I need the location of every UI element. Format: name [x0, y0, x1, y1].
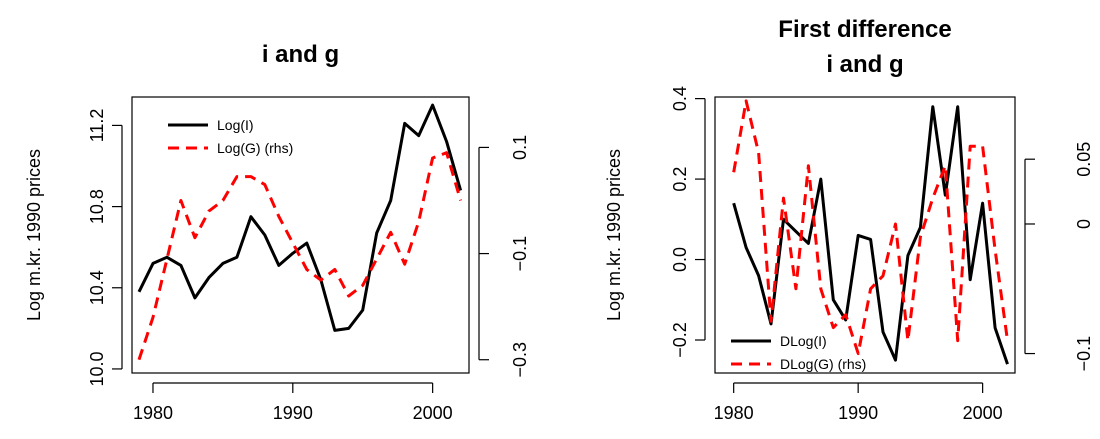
chart1-y-tick-label: 11.2	[87, 109, 107, 143]
chart1-y2-tick-label: −0.3	[510, 342, 530, 378]
chart2-x-tick-label: 1990	[838, 403, 878, 423]
chart1-series-1-line	[137, 103, 463, 332]
chart1-x-tick-label: 1980	[133, 403, 173, 423]
chart2-title: First difference	[778, 16, 951, 43]
chart2-title: i and g	[826, 51, 903, 78]
chart1-legend-label-1: Log(I)	[217, 117, 254, 133]
chart1-y-tick-label: 10.4	[87, 270, 107, 305]
chart2-y2-tick-label: −0.1	[1074, 336, 1094, 372]
chart1-title: i and g	[262, 41, 339, 68]
chart1-plot-frame	[131, 96, 470, 374]
chart2-y-axis-label: Log m.kr. 1990 prices	[604, 149, 624, 321]
chart1-y-axis-label: Log m.kr. 1990 prices	[24, 149, 44, 321]
chart1-x-tick-label: 2000	[413, 403, 453, 423]
chart2-y-tick-label: 0.4	[670, 86, 690, 111]
chart2-legend-label-2: DLog(G) (rhs)	[780, 356, 866, 372]
chart2-series-2-line	[732, 99, 1009, 356]
chart2-y2-tick-label: 0	[1074, 219, 1094, 229]
chart2-x-tick-label: 2000	[963, 403, 1003, 423]
chart1-x-tick-label: 1990	[273, 403, 313, 423]
chart2-plot-frame	[714, 96, 1016, 374]
chart2-series-1-line	[732, 105, 1009, 365]
chart2-x-tick-label: 1980	[714, 403, 754, 423]
chart1-y2-tick-label: 0.1	[510, 135, 530, 160]
chart2-y-tick-label: 0.0	[670, 247, 690, 272]
chart1-y-tick-label: 10.0	[87, 351, 107, 386]
chart2-legend-label-1: DLog(I)	[780, 333, 827, 349]
chart1-y-tick-label: 10.8	[87, 189, 107, 224]
chart1-y2-tick-label: −0.1	[510, 236, 530, 272]
chart2-y2-tick-label: 0.05	[1074, 142, 1094, 177]
chart1-legend-label-2: Log(G) (rhs)	[217, 140, 293, 156]
chart2-y-tick-label: −0.2	[670, 322, 690, 358]
chart2-y-tick-label: 0.2	[670, 167, 690, 192]
chart1-series-2-line	[137, 151, 463, 361]
